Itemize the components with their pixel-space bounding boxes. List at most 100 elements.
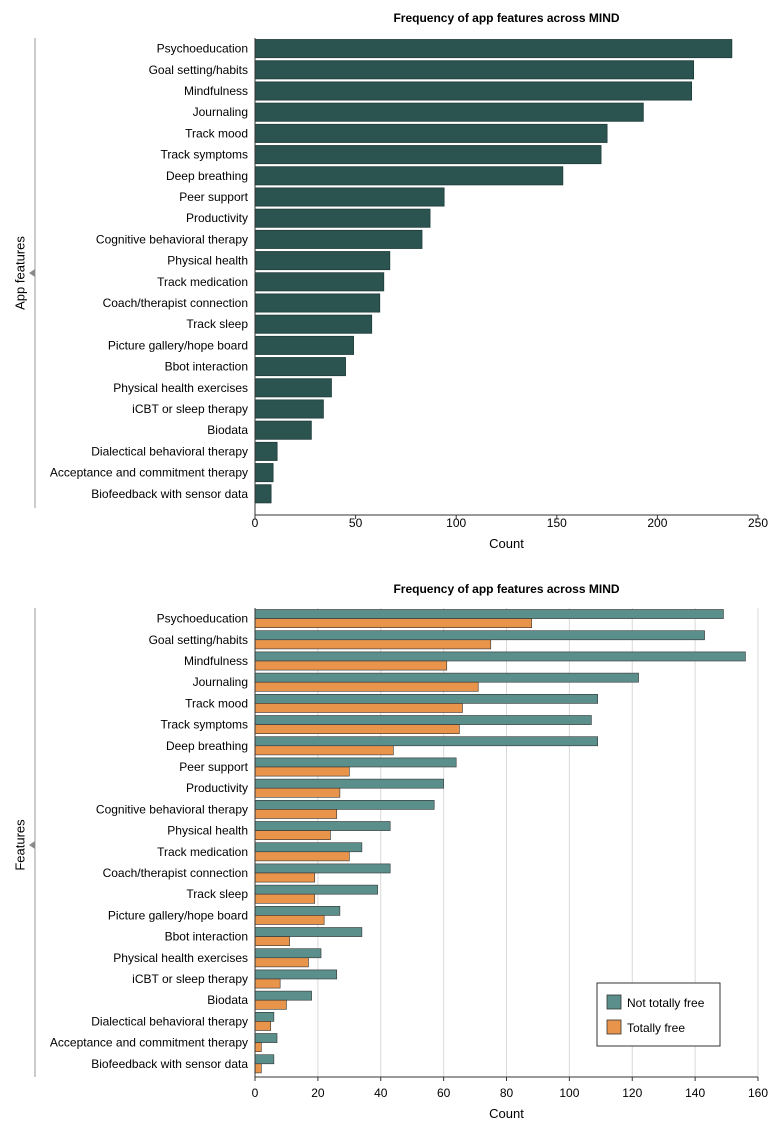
category-label: Biodata — [207, 993, 248, 1007]
category-label: Picture gallery/hope board — [108, 338, 248, 352]
bar-not-totally-free — [254, 821, 391, 831]
category-label: Deep breathing — [166, 739, 248, 753]
category-label: Track sleep — [186, 887, 248, 901]
bar-totally-free — [254, 893, 316, 904]
category-label: Physical health exercises — [113, 951, 248, 965]
bar-totally-free — [254, 703, 463, 713]
category-label: Physical health exercises — [113, 381, 248, 395]
x-tick-label: 250 — [748, 516, 768, 530]
bar-not-totally-free — [254, 630, 705, 641]
bar-not-totally-free — [254, 969, 338, 980]
bar-not-totally-free — [254, 927, 363, 937]
bar-not-totally-free — [254, 715, 592, 725]
x-tick-label: 80 — [500, 1086, 514, 1100]
category-label: Dialectical behavioral therapy — [91, 1014, 248, 1028]
category-label: Track symptoms — [160, 148, 248, 162]
category-label: Track mood — [185, 126, 248, 140]
legend-swatch — [606, 1019, 622, 1035]
chart-title: Frequency of app features across MIND — [393, 582, 619, 596]
x-tick-label: 100 — [446, 516, 466, 530]
category-label: Goal setting/habits — [149, 633, 248, 647]
bar-not-totally-free — [254, 672, 639, 683]
bar-totally-free — [254, 1042, 262, 1052]
category-label: Coach/therapist connection — [103, 866, 248, 880]
x-tick-label: 20 — [311, 1086, 325, 1100]
bar-not-totally-free — [254, 863, 391, 874]
bracket-arrow-icon — [29, 269, 35, 277]
bar — [254, 60, 695, 80]
category-label: Dialectical behavioral therapy — [91, 444, 248, 458]
bar-totally-free — [254, 957, 309, 968]
bar — [254, 187, 445, 207]
category-label: Bbot interaction — [165, 930, 248, 944]
bar-totally-free — [254, 745, 394, 756]
bar — [254, 314, 373, 334]
category-label: Biodata — [207, 423, 248, 437]
bar-totally-free — [254, 830, 331, 840]
category-label: Cognitive behavioral therapy — [96, 232, 248, 246]
bar-totally-free — [254, 999, 287, 1010]
x-axis-title: Count — [489, 536, 524, 551]
bar-totally-free — [254, 1063, 262, 1074]
x-tick-label: 140 — [685, 1086, 705, 1100]
bar — [254, 463, 274, 483]
bar-not-totally-free — [254, 609, 724, 619]
bar — [254, 378, 332, 398]
bar — [254, 357, 346, 377]
x-tick-label: 60 — [437, 1086, 451, 1100]
category-label: Mindfulness — [184, 654, 248, 668]
bar-totally-free — [254, 724, 460, 734]
y-axis-title: App features — [12, 236, 27, 310]
category-label: Productivity — [186, 211, 248, 225]
bar — [254, 251, 391, 271]
bar-totally-free — [254, 872, 316, 883]
bar — [254, 39, 733, 59]
category-label: Psychoeducation — [157, 42, 248, 56]
bar-not-totally-free — [254, 778, 444, 789]
bar-totally-free — [254, 936, 290, 946]
bar-not-totally-free — [254, 1011, 275, 1022]
category-label: Peer support — [179, 190, 248, 204]
bar-not-totally-free — [254, 990, 312, 1001]
x-tick-label: 50 — [349, 516, 363, 530]
bar-not-totally-free — [254, 905, 341, 916]
category-label: Goal setting/habits — [149, 63, 248, 77]
category-label: Deep breathing — [166, 169, 248, 183]
x-tick-label: 120 — [622, 1086, 642, 1100]
x-tick-label: 0 — [252, 516, 259, 530]
category-label: Productivity — [186, 781, 248, 795]
bar-totally-free — [254, 1021, 272, 1031]
x-tick-label: 0 — [252, 1086, 259, 1100]
bar-not-totally-free — [254, 799, 435, 810]
bar — [254, 420, 312, 440]
category-label: Acceptance and commitment therapy — [50, 1036, 248, 1050]
x-tick-label: 200 — [647, 516, 667, 530]
category-label: Acceptance and commitment therapy — [50, 466, 248, 480]
bar — [254, 293, 381, 313]
bar-totally-free — [254, 978, 281, 989]
bar — [254, 166, 564, 186]
bar-not-totally-free — [254, 736, 598, 747]
category-label: Physical health — [167, 824, 248, 838]
category-label: Track mood — [185, 696, 248, 710]
category-label: Mindfulness — [184, 84, 248, 98]
category-label: iCBT or sleep therapy — [132, 972, 248, 986]
category-label: Biofeedback with sensor data — [91, 1057, 248, 1071]
bar — [254, 123, 608, 143]
bar-totally-free — [254, 766, 350, 777]
x-tick-label: 160 — [748, 1086, 768, 1100]
bar — [254, 272, 385, 292]
legend-label: Totally free — [627, 1021, 685, 1035]
category-label: Biofeedback with sensor data — [91, 487, 248, 501]
category-label: Picture gallery/hope board — [108, 908, 248, 922]
bar-totally-free — [254, 915, 325, 925]
category-label: Coach/therapist connection — [103, 296, 248, 310]
legend-box — [596, 982, 721, 1047]
bar-totally-free — [254, 639, 492, 650]
legend-swatch — [606, 994, 622, 1010]
bar — [254, 399, 324, 419]
bar — [254, 102, 644, 122]
category-label: Peer support — [179, 760, 248, 774]
category-label: Journaling — [193, 105, 248, 119]
bar-not-totally-free — [254, 1054, 275, 1065]
